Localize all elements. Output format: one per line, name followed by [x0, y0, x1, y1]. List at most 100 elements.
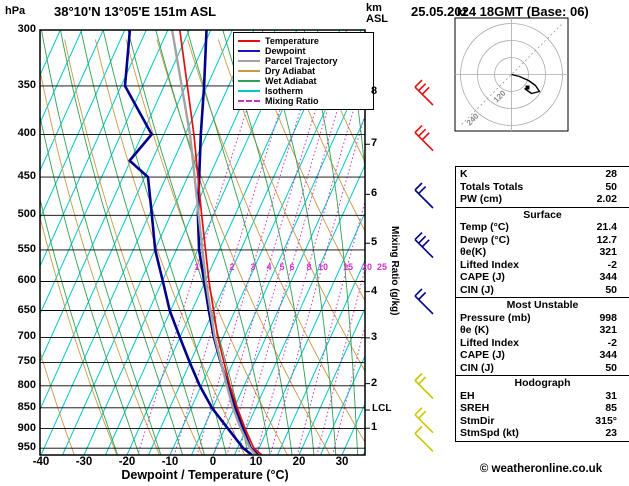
table-row-value: 31 — [605, 389, 617, 402]
temperature-tick-label: -30 — [75, 456, 93, 468]
table-section: Surface Temp (°C) 21.4 Dewp (°C) 12.7 θe(K) 32… — [456, 206, 629, 298]
table-row-label: θe (K) — [460, 324, 490, 336]
hodograph-trace — [511, 73, 541, 95]
legend-label: Mixing Ratio — [265, 96, 319, 106]
mixing-ratio-value-label: 15 — [342, 262, 353, 272]
table-row-value: 50 — [605, 180, 617, 193]
temperature-curve — [196, 30, 259, 455]
table-row-label: Temp (°C) — [460, 221, 509, 233]
plot-background — [40, 30, 365, 455]
table-row-value: 12.7 — [596, 233, 617, 246]
km-tick-label: 2 — [371, 377, 378, 389]
table-row: CAPE (J) 344 — [456, 349, 629, 362]
pressure-tick-label: 300 — [17, 23, 36, 35]
mixing-ratio-value-label: 3 — [250, 262, 256, 272]
mixing-ratio-axis-label: Mixing Ratio (g/kg) — [389, 226, 400, 316]
hodograph-ring — [477, 40, 546, 109]
km-tick-label: 5 — [371, 236, 378, 248]
table-section: Most Unstable Pressure (mb) 998 θe (K) 321 Li… — [456, 297, 629, 375]
lcl-label: LCL — [372, 403, 392, 414]
table-row: PW (cm) 2.02 — [456, 193, 629, 206]
temperature-tick-label: -20 — [118, 456, 136, 468]
table-row-label: CIN (J) — [460, 361, 494, 374]
table-section-title: Surface — [523, 208, 562, 221]
wind-barb — [414, 372, 434, 400]
mixing-ratio-value-label: 25 — [376, 262, 387, 272]
table-row-label: EH — [460, 389, 475, 402]
km-tick-label: 4 — [371, 285, 378, 297]
hodograph-axis-label: 240 — [464, 111, 481, 128]
hodograph-ring — [494, 57, 529, 92]
legend-item: Mixing Ratio — [238, 96, 369, 106]
plot-frame — [39, 29, 366, 456]
legend-item: Dewpoint — [238, 46, 369, 56]
legend-swatch-dry-adiabat — [238, 70, 260, 72]
table-row: Temp (°C) 21.4 — [456, 221, 629, 234]
table-row: θe (K) 321 — [456, 324, 629, 337]
table-row: EH 31 — [456, 390, 629, 403]
table-row: θe(K) 321 — [456, 246, 629, 259]
legend-swatch-isotherm — [238, 90, 260, 92]
legend-swatch-temperature — [238, 40, 260, 42]
dewpoint-curve — [123, 30, 253, 455]
wind-barb — [414, 79, 434, 106]
pressure-tick-label: 500 — [17, 208, 36, 220]
table-row: Dewp (°C) 12.7 — [456, 234, 629, 247]
mixing-ratio-value-label: 20 — [361, 262, 372, 272]
km-axis-label-top: km — [366, 2, 382, 14]
km-tick-label: 7 — [371, 137, 378, 149]
wind-barb — [414, 182, 434, 209]
legend-label: Wet Adiabat — [265, 76, 317, 86]
table-row-label: StmSpd (kt) — [460, 427, 519, 439]
table-row: SREH 85 — [456, 402, 629, 415]
table-row: Lifted Index -2 — [456, 259, 629, 272]
table-row-label: CIN (J) — [460, 283, 494, 296]
table-row-label: SREH — [460, 402, 490, 414]
km-tick-label: 6 — [371, 187, 378, 199]
table-section-title: Most Unstable — [506, 299, 579, 311]
legend-label: Dry Adiabat — [265, 66, 316, 76]
copyright: © weatheronline.co.uk — [479, 463, 603, 475]
dry-adiabat-lines — [40, 39, 365, 455]
table-section: K 28 Totals Totals 50 PW (cm) 2.02 — [456, 166, 629, 207]
datetime-title: 25.05.2024 18GMT (Base: 06) — [411, 4, 589, 19]
temperature-tick-label: -10 — [161, 456, 179, 468]
legend-item: Wet Adiabat — [238, 76, 369, 86]
table-row: K 28 — [456, 168, 629, 181]
table-row: Pressure (mb) 998 — [456, 312, 629, 325]
mixing-ratio-value-label: 4 — [266, 262, 272, 272]
wet-adiabat-lines — [40, 30, 365, 455]
table-row: Totals Totals 50 — [456, 181, 629, 194]
table-section: Hodograph EH 31 SREH 85 StmDir 315° StmSpd (kt)… — [456, 375, 629, 441]
pressure-tick-label: 550 — [17, 243, 36, 255]
table-row-value: 28 — [605, 168, 617, 180]
km-tick-label: 8 — [371, 85, 378, 97]
temperature-tick-label: 30 — [335, 456, 349, 468]
mixing-ratio-value-label: 5 — [279, 262, 285, 272]
table-row-label: CAPE (J) — [460, 349, 505, 361]
mixing-ratio-value-label: 8 — [306, 262, 312, 272]
pressure-tick-label: 350 — [17, 79, 36, 91]
table-row-value: 321 — [599, 324, 617, 336]
table-row-value: 315° — [595, 414, 617, 427]
legend-item: Temperature — [238, 36, 369, 46]
mixing-ratio-value-label: 1 — [194, 262, 200, 272]
table-row-value: 344 — [599, 271, 617, 283]
table-row-value: 50 — [605, 361, 617, 374]
table-row-label: StmDir — [460, 414, 495, 427]
station-title: 38°10'N 13°05'E 151m ASL — [54, 4, 217, 19]
temperature-tick-label: -40 — [32, 456, 50, 468]
wind-barb — [414, 288, 434, 315]
table-row-value: 23 — [605, 427, 617, 439]
km-tick-label: 1 — [371, 421, 378, 433]
wind-barb — [414, 125, 434, 152]
table-row-value: 21.4 — [596, 221, 617, 233]
table-row: CAPE (J) 344 — [456, 271, 629, 284]
table-row-value: 85 — [605, 402, 617, 414]
xaxis-title: Dewpoint / Temperature (°C) — [121, 468, 289, 482]
pressure-tick-label: 850 — [17, 401, 36, 413]
table-section-title: Hodograph — [514, 377, 571, 389]
hodograph-axis-label: 120 — [491, 88, 508, 105]
